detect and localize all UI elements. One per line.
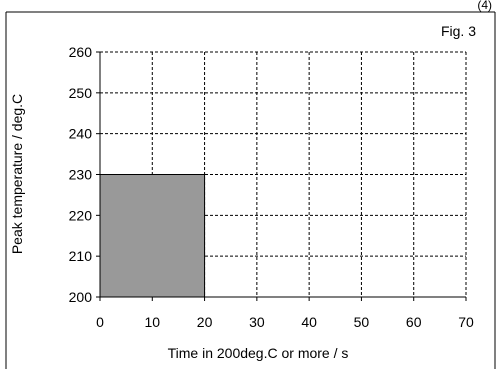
x-tick-label: 30	[249, 314, 265, 330]
y-tick-label: 210	[69, 248, 93, 264]
x-tick-label: 60	[406, 314, 422, 330]
x-tick-label: 50	[354, 314, 370, 330]
shaded-region	[99, 174, 206, 298]
x-tick-label: 10	[144, 314, 160, 330]
x-tick-label: 0	[96, 314, 104, 330]
x-tick-label: 20	[197, 314, 213, 330]
tick-layer: 0 10 20 30 40 50 60 70 200 210 220 230 240 250 260	[69, 44, 474, 330]
corner-label: (4)	[477, 0, 492, 12]
y-tick-label: 200	[69, 289, 93, 305]
y-tick-label: 220	[69, 207, 93, 223]
x-axis-title: Time in 200deg.C or more / s	[168, 345, 349, 361]
y-axis-title: Peak temperature / deg.C	[9, 94, 25, 254]
x-tick-label: 70	[458, 314, 474, 330]
y-tick-label: 250	[69, 85, 93, 101]
region-layer	[99, 174, 206, 298]
figure-annotation: Fig. 3	[441, 23, 476, 39]
y-tick-label: 260	[69, 44, 93, 60]
y-tick-label: 240	[69, 126, 93, 142]
x-tick-label: 40	[301, 314, 317, 330]
y-tick-label: 230	[69, 167, 93, 183]
